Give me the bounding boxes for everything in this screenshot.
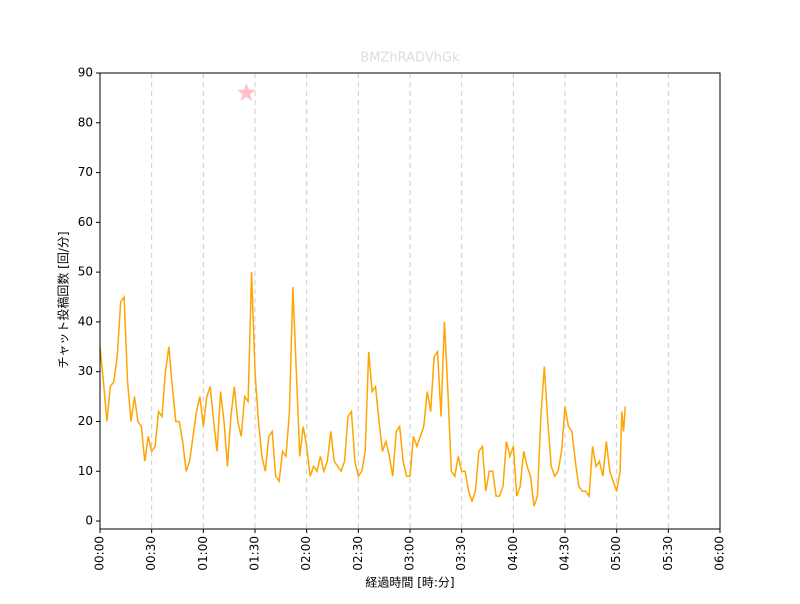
- x-tick-label: 00:30: [144, 536, 158, 571]
- x-tick-label: 03:30: [454, 536, 468, 571]
- x-tick-label: 01:00: [196, 536, 210, 571]
- x-tick-label: 05:30: [661, 536, 675, 571]
- y-tick-label: 20: [78, 414, 93, 428]
- x-tick-label: 06:00: [713, 536, 727, 571]
- x-tick-label: 02:00: [299, 536, 313, 571]
- y-tick-label: 40: [78, 314, 93, 328]
- x-tick-label: 02:30: [351, 536, 365, 571]
- line-series: [99, 272, 627, 507]
- x-tick-label: 01:30: [248, 536, 262, 571]
- x-axis-label: 経過時間 [時:分]: [365, 576, 454, 590]
- y-tick-label: 30: [78, 364, 93, 378]
- x-tick-label: 00:00: [93, 536, 107, 571]
- x-tick-label: 04:30: [558, 536, 572, 571]
- chart-title: BMZhRADVhGk: [360, 51, 460, 66]
- x-tick-label: 04:00: [506, 536, 520, 571]
- y-tick-label: 60: [78, 215, 93, 229]
- star-marker: [236, 82, 256, 101]
- y-tick-label: 90: [78, 66, 93, 80]
- y-tick-label: 50: [78, 265, 93, 279]
- y-tick-label: 0: [85, 514, 93, 528]
- y-tick-label: 70: [78, 165, 93, 179]
- x-tick-label: 05:00: [609, 536, 623, 571]
- plot-frame: [99, 72, 721, 530]
- y-axis-label: チャット投稿回数 [回/分]: [56, 231, 71, 368]
- x-tick-label: 03:00: [403, 536, 417, 571]
- y-tick-label: 80: [78, 115, 93, 129]
- y-tick-label: 10: [78, 464, 93, 478]
